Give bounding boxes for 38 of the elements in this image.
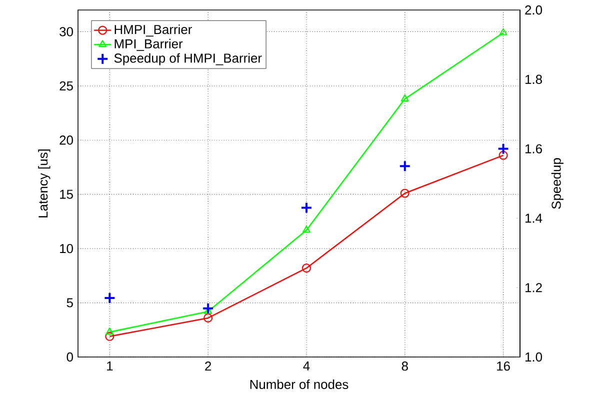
y2-tick-label: 2.0 <box>525 5 542 15</box>
point <box>400 94 409 102</box>
point <box>105 332 114 341</box>
legend-label: HMPI_Barrier <box>114 24 192 37</box>
legend-label: MPI_Barrier <box>114 38 183 51</box>
point <box>499 28 508 36</box>
x-tick-label: 8 <box>402 362 408 371</box>
point <box>302 264 312 273</box>
y-tick-label: 15 <box>60 190 73 199</box>
point <box>498 150 508 160</box>
y-tick-label: 25 <box>60 81 73 90</box>
point <box>302 226 310 233</box>
y-tick-label: 0 <box>66 352 73 362</box>
point <box>104 292 116 304</box>
y2-tick-label: 1.2 <box>526 283 542 292</box>
x-tick-label: 4 <box>303 362 310 370</box>
y-tick-label: 10 <box>60 244 73 254</box>
x-tick-label: 16 <box>497 362 510 371</box>
point <box>202 302 214 314</box>
x-tick-label: 2 <box>205 362 212 371</box>
y2-tick-label: 1.0 <box>526 352 542 362</box>
point <box>497 142 510 155</box>
point <box>400 188 410 198</box>
y2-tick-label: 1.8 <box>526 74 542 84</box>
y-tick-label: 5 <box>66 298 73 308</box>
y-tick-label: 30 <box>60 27 73 36</box>
point <box>106 328 114 335</box>
point <box>398 160 411 172</box>
x-tick-label: 1 <box>107 362 113 370</box>
y2-axis-title: Speedup <box>551 158 564 209</box>
point <box>300 202 312 214</box>
y-tick-label: 20 <box>60 136 73 145</box>
x-axis-title: Number of nodes <box>250 380 348 390</box>
y-axis-title: Latency [us] <box>38 150 50 218</box>
point <box>204 313 213 322</box>
y2-tick-label: 1.4 <box>526 214 542 223</box>
legend-label: Speedup of HMPI_Barrier <box>114 53 262 66</box>
y2-tick-label: 1.6 <box>526 144 542 154</box>
